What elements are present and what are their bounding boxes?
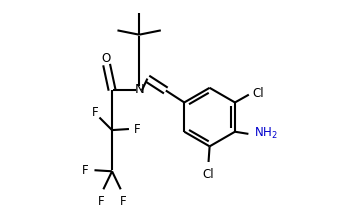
Text: F: F: [120, 195, 126, 208]
Text: F: F: [92, 106, 99, 119]
Text: F: F: [82, 164, 89, 177]
Text: Cl: Cl: [203, 168, 214, 181]
Text: NH$_2$: NH$_2$: [254, 126, 278, 141]
Text: F: F: [98, 195, 105, 208]
Text: N: N: [134, 84, 144, 96]
Text: F: F: [134, 123, 140, 135]
Text: O: O: [101, 52, 110, 65]
Text: Cl: Cl: [252, 87, 264, 100]
